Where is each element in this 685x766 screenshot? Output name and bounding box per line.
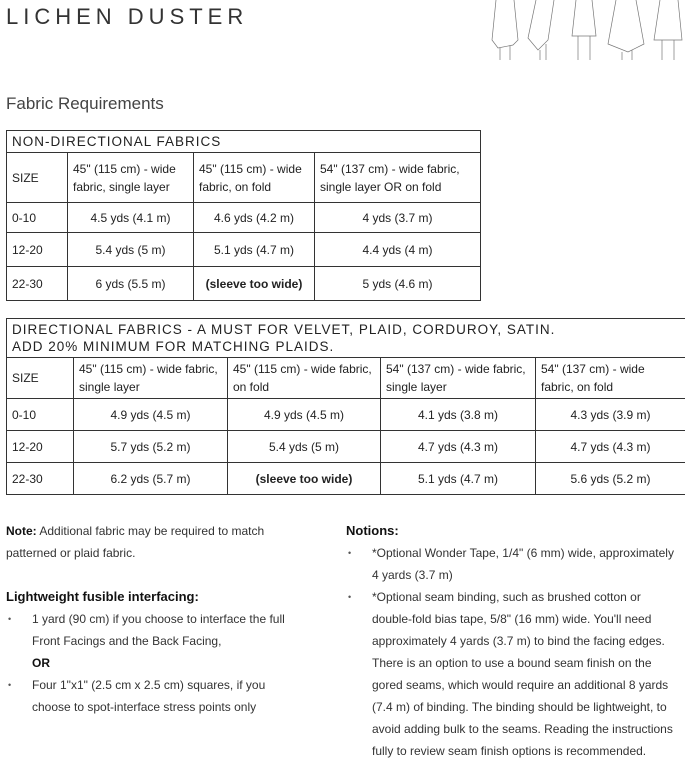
- note-label: Note:: [6, 524, 37, 538]
- cell: 5 yds (4.6 m): [314, 266, 481, 301]
- cell: 6 yds (5.5 m): [67, 266, 194, 301]
- garment-illustration: [491, 0, 683, 60]
- section-title: Fabric Requirements: [6, 94, 164, 113]
- page-title: LICHEN DUSTER: [6, 4, 249, 29]
- cell: 4.5 yds (4.1 m): [67, 202, 194, 233]
- cell: 5.4 yds (5 m): [227, 430, 381, 463]
- size-cell: 0-10: [6, 202, 68, 233]
- list-item: 1 yard (90 cm) if you choose to interfac…: [6, 608, 306, 652]
- table-row: 12-20 5.7 yds (5.2 m) 5.4 yds (5 m) 4.7 yds…: [6, 430, 685, 463]
- or-label: OR: [32, 656, 50, 670]
- cell: 4.9 yds (4.5 m): [73, 398, 228, 431]
- size-cell: 22-30: [6, 462, 74, 495]
- cell: 5.1 yds (4.7 m): [193, 232, 315, 267]
- cell: 4.4 yds (4 m): [314, 232, 481, 267]
- cell: 4.7 yds (4.3 m): [380, 430, 536, 463]
- size-cell: 12-20: [6, 430, 74, 463]
- table-row: 22-30 6.2 yds (5.7 m) (sleeve too wide) 5.1…: [6, 462, 685, 495]
- notions-heading: Notions:: [346, 523, 399, 538]
- note-text: Additional fabric may be required to mat…: [6, 524, 265, 560]
- column-header: 45" (115 cm) - wide fabric, single layer: [73, 357, 228, 399]
- size-cell: 22-30: [6, 266, 68, 301]
- cell: (sleeve too wide): [227, 462, 381, 495]
- column-header: SIZE: [6, 357, 74, 399]
- column-header: 54" (137 cm) - wide fabric, on fold: [535, 357, 685, 399]
- size-cell: 0-10: [6, 398, 74, 431]
- non-directional-fabric-table: NON-DIRECTIONAL FABRICS SIZE 45" (115 cm)…: [6, 130, 481, 301]
- list-item: *Optional seam binding, such as brushed …: [346, 586, 676, 762]
- cell: 4 yds (3.7 m): [314, 202, 481, 233]
- interfacing-heading: Lightweight fusible interfacing:: [6, 589, 199, 604]
- cell: 5.6 yds (5.2 m): [535, 462, 685, 495]
- notions-section: Notions: *Optional Wonder Tape, 1/4" (6 …: [346, 520, 676, 762]
- cell: 6.2 yds (5.7 m): [73, 462, 228, 495]
- table-header: DIRECTIONAL FABRICS - A MUST FOR VELVET,…: [12, 322, 556, 337]
- cell: 4.1 yds (3.8 m): [380, 398, 536, 431]
- cell: 4.6 yds (4.2 m): [193, 202, 315, 233]
- table-row: 0-10 4.9 yds (4.5 m) 4.9 yds (4.5 m) 4.1 yd…: [6, 398, 685, 431]
- cell: 5.1 yds (4.7 m): [380, 462, 536, 495]
- table-row: 22-30 6 yds (5.5 m) (sleeve too wide) 5 yds…: [6, 266, 481, 301]
- list-item: *Optional Wonder Tape, 1/4" (6 mm) wide,…: [346, 542, 676, 586]
- note: Note: Additional fabric may be required …: [6, 520, 291, 564]
- cell: 4.9 yds (4.5 m): [227, 398, 381, 431]
- column-header: 45" (115 cm) - wide fabric, on fold: [227, 357, 381, 399]
- column-header: 45" (115 cm) - wide fabric, single layer: [67, 152, 194, 203]
- cell: 4.3 yds (3.9 m): [535, 398, 685, 431]
- directional-fabric-table: DIRECTIONAL FABRICS - A MUST FOR VELVET,…: [6, 318, 685, 495]
- cell: 5.4 yds (5 m): [67, 232, 194, 267]
- table-row: 0-10 4.5 yds (4.1 m) 4.6 yds (4.2 m) 4 yds …: [6, 202, 481, 233]
- column-header: 54" (137 cm) - wide fabric, single layer: [380, 357, 536, 399]
- table-row: 12-20 5.4 yds (5 m) 5.1 yds (4.7 m) 4.4 yds…: [6, 232, 481, 267]
- list-item: Four 1"x1" (2.5 cm x 2.5 cm) squares, if…: [6, 674, 306, 718]
- column-header: 54" (137 cm) - wide fabric, single layer…: [314, 152, 481, 203]
- size-cell: 12-20: [6, 232, 68, 267]
- cell: 4.7 yds (4.3 m): [535, 430, 685, 463]
- column-header: SIZE: [6, 152, 68, 203]
- column-header: 45" (115 cm) - wide fabric, on fold: [193, 152, 315, 203]
- table-header: NON-DIRECTIONAL FABRICS: [6, 130, 481, 153]
- cell: 5.7 yds (5.2 m): [73, 430, 228, 463]
- cell: (sleeve too wide): [193, 266, 315, 301]
- table-header: ADD 20% MINIMUM FOR MATCHING PLAIDS.: [12, 339, 335, 354]
- interfacing-section: Lightweight fusible interfacing: 1 yard …: [6, 586, 306, 718]
